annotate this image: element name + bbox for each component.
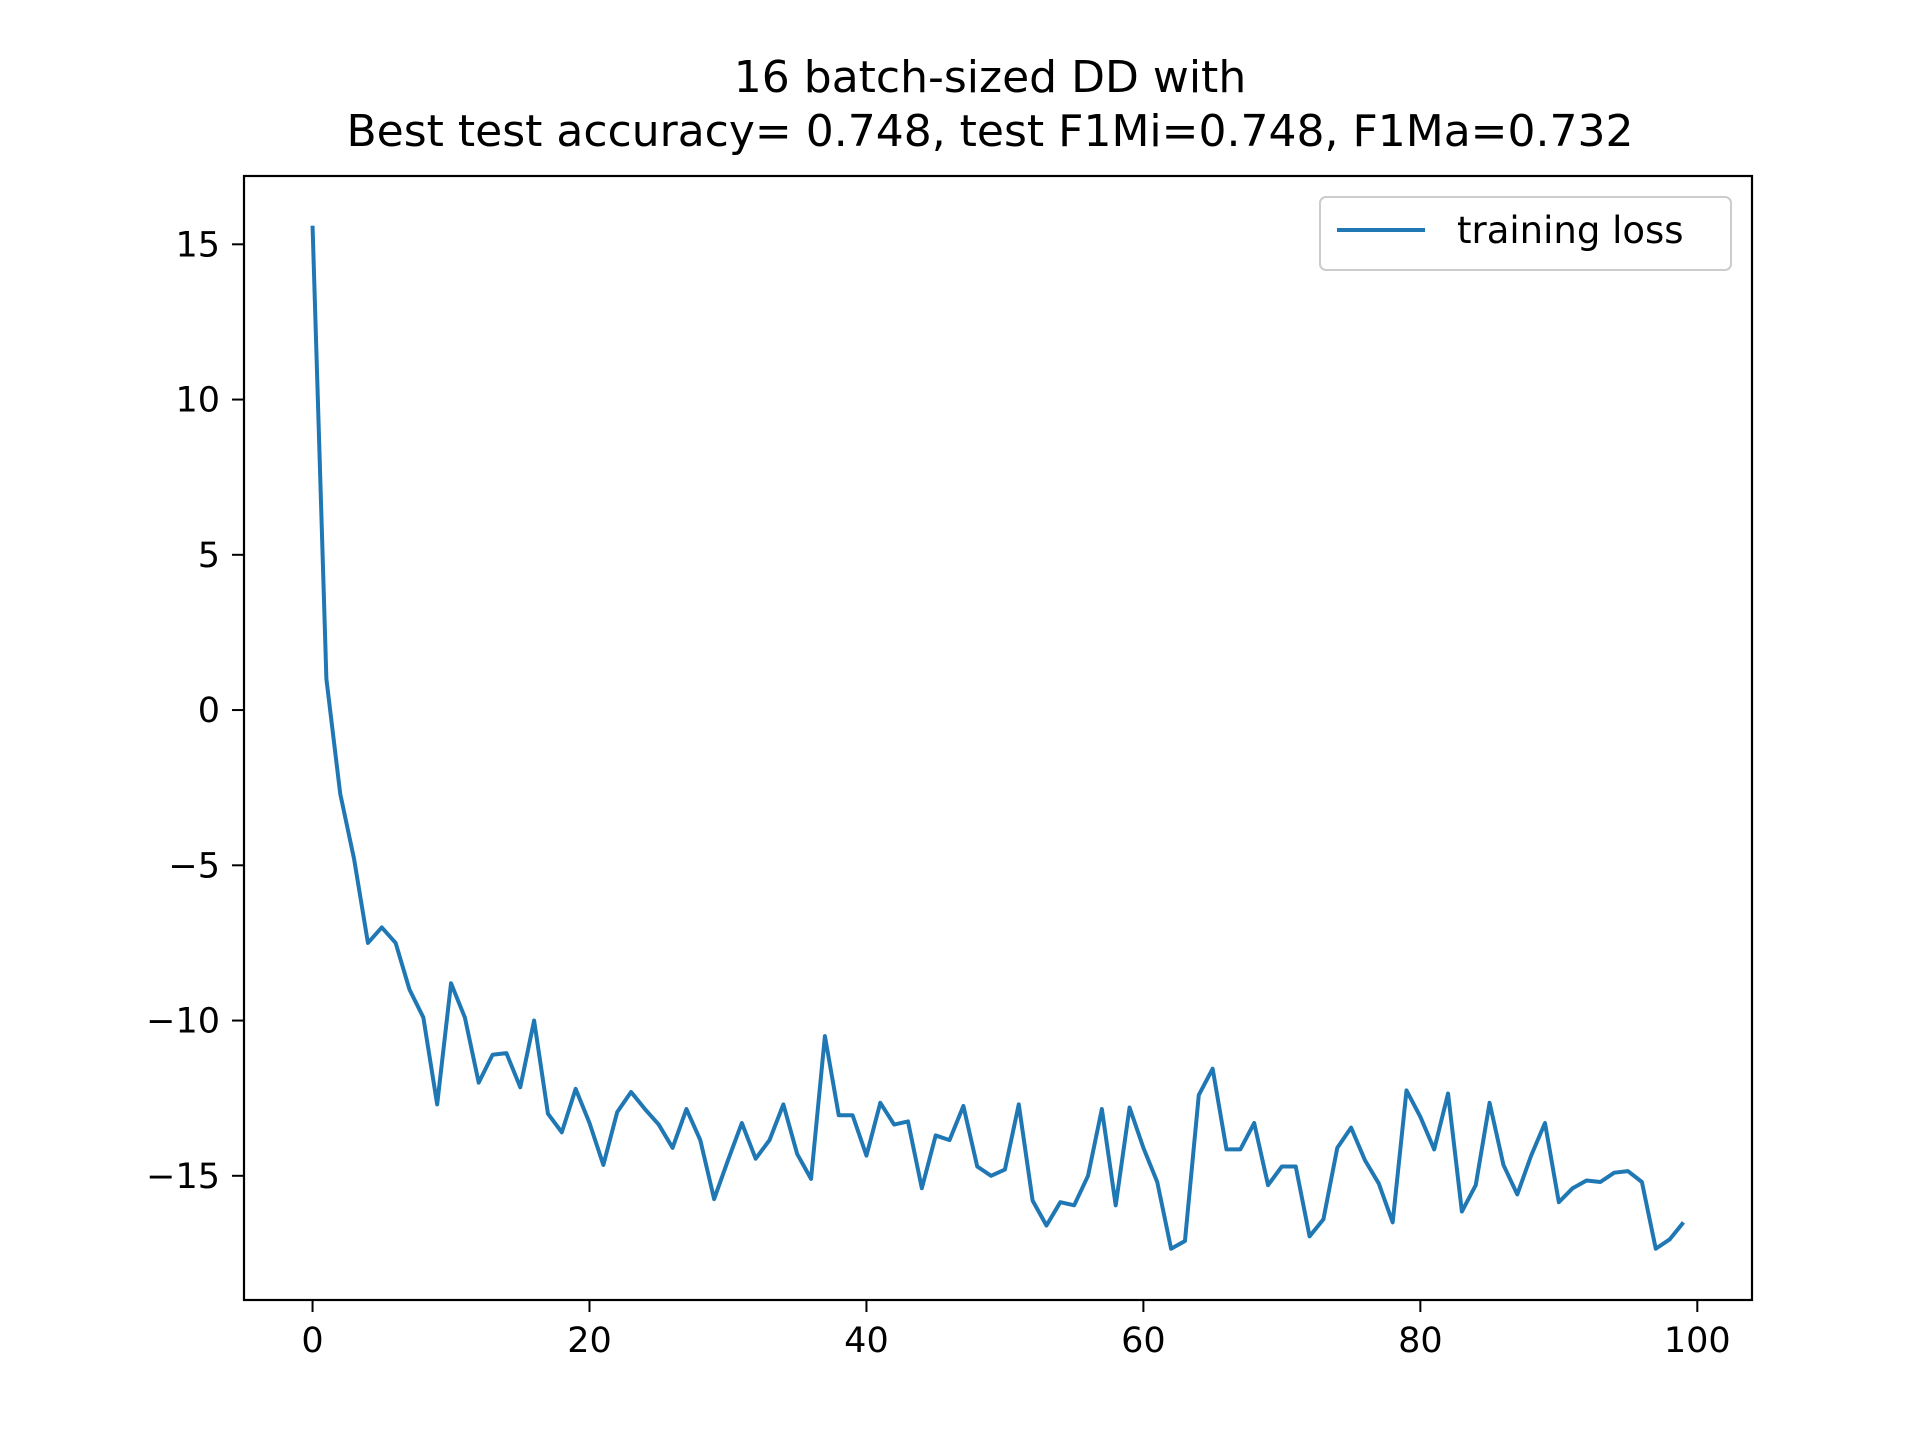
x-tick-label: 0 bbox=[301, 1321, 323, 1361]
y-tick-label: −5 bbox=[168, 846, 220, 886]
y-tick-label: −15 bbox=[146, 1157, 220, 1197]
x-tick-label: 40 bbox=[844, 1321, 889, 1361]
y-tick-label: 10 bbox=[175, 381, 220, 421]
x-tick-label: 80 bbox=[1398, 1321, 1443, 1361]
x-tick-label: 60 bbox=[1121, 1321, 1166, 1361]
y-tick-label: 5 bbox=[198, 536, 220, 576]
x-tick-label: 100 bbox=[1664, 1321, 1731, 1361]
series-line-training-loss bbox=[310, 225, 1686, 1251]
y-tick-label: −10 bbox=[146, 1002, 220, 1042]
x-tick-label: 20 bbox=[567, 1321, 612, 1361]
legend-box bbox=[1319, 196, 1732, 271]
plot-frame bbox=[242, 174, 1754, 1302]
y-axis: 15 10 5 0 −5 −10 −15 bbox=[146, 225, 244, 1197]
legend-label-training-loss: training loss bbox=[1457, 209, 1684, 252]
y-tick-label: 15 bbox=[175, 225, 220, 265]
x-axis: 0 20 40 60 80 100 bbox=[301, 1300, 1731, 1361]
legend: training loss bbox=[1319, 196, 1732, 271]
y-tick-label: 0 bbox=[198, 691, 220, 731]
chart-title: 16 batch-sized DD with bbox=[734, 52, 1246, 103]
series-layer bbox=[310, 225, 1686, 1251]
chart-subtitle: Best test accuracy= 0.748, test F1Mi=0.7… bbox=[346, 106, 1633, 157]
